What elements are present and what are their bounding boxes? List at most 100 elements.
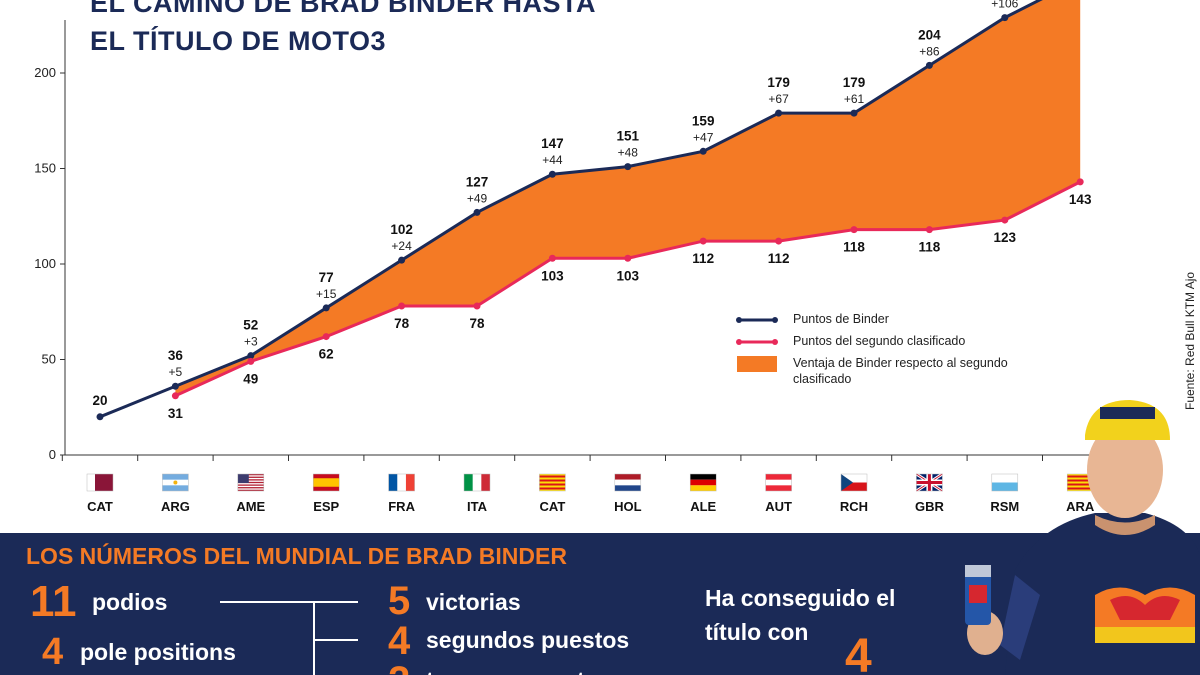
second-point	[850, 226, 858, 234]
connector-line-vertical	[313, 601, 315, 675]
rider-photo	[965, 400, 1200, 675]
binder-value-label: 147	[541, 136, 564, 151]
argentina-flag-icon	[162, 473, 189, 492]
catalonia-flag-icon	[539, 473, 566, 492]
y-tick-label: 0	[49, 447, 56, 462]
category-label: ITA	[467, 499, 488, 514]
second-point	[247, 357, 255, 365]
usa-flag-icon	[237, 473, 265, 492]
advantage-area-layer	[175, 0, 1081, 396]
lead-label: +48	[618, 146, 639, 160]
lead-label: +3	[244, 335, 258, 349]
second-point	[322, 333, 330, 341]
terceros-label: terceros puestos	[426, 667, 611, 675]
segundos-number: 4	[388, 619, 411, 663]
binder-value-label: 102	[390, 222, 413, 237]
binder-point	[473, 208, 481, 216]
binder-point	[548, 170, 556, 178]
lead-label: +49	[467, 191, 488, 205]
france-flag-icon	[388, 473, 415, 492]
y-tick-label: 50	[42, 352, 56, 367]
category-label: GBR	[915, 499, 945, 514]
legend-label-second: Puntos del segundo clasificado	[793, 334, 966, 348]
second-point	[925, 226, 933, 234]
binder-point	[322, 304, 330, 312]
binder-point	[247, 352, 255, 360]
category-label: ALE	[690, 499, 716, 514]
stats-title: LOS NÚMEROS DEL MUNDIAL DE BRAD BINDER	[26, 543, 567, 569]
second-value-label: 112	[768, 251, 790, 266]
second-value-label: 112	[692, 251, 714, 266]
legend-swatch-binder	[736, 317, 778, 323]
category-label: ARG	[161, 499, 190, 514]
qatar-flag-icon	[86, 473, 114, 492]
second-value-label: 62	[319, 347, 334, 362]
source-note: Fuente: Red Bull KTM Ajo	[1183, 271, 1197, 410]
germany-flag-icon	[689, 473, 717, 492]
binder-point	[398, 256, 406, 264]
san-marino-flag-icon	[991, 473, 1019, 492]
category-label: ARA	[1066, 499, 1095, 514]
poles-number: 4	[42, 631, 64, 673]
points-chart: 0 50 100 150 200 20 +5 36 31 +3 52 49 +15 77 62 +24 102…	[34, 0, 1119, 514]
stats-panel: LOS NÚMEROS DEL MUNDIAL DE BRAD BINDER 1…	[0, 533, 1200, 675]
second-point	[1076, 178, 1084, 186]
second-point	[398, 302, 406, 310]
second-point	[171, 392, 179, 400]
victorias-number: 5	[388, 579, 411, 623]
connector-line-middle	[313, 639, 358, 641]
austria-flag-icon	[765, 473, 792, 492]
legend-swatch-second	[736, 339, 778, 345]
category-label: FRA	[388, 499, 415, 514]
terceros-number: 2	[388, 659, 410, 675]
second-point	[699, 237, 707, 245]
second-point	[473, 302, 481, 310]
binder-point	[775, 109, 783, 117]
flags-layer: CAT ARG AME ESP FRA ITA CAT HOL ALE AUT RCH GBR RSM A…	[86, 472, 1095, 514]
second-point	[775, 237, 783, 245]
binder-line	[99, 0, 1043, 419]
legend-label-area: Ventaja de Binder respecto al segundo cl…	[793, 356, 1008, 386]
poles-label: pole positions	[80, 639, 236, 665]
series-lines-layer	[96, 0, 1084, 421]
binder-value-label: 179	[843, 75, 866, 90]
second-point	[548, 254, 556, 262]
lead-label: +67	[768, 92, 789, 106]
lead-label: +47	[693, 130, 714, 144]
lead-label: +106	[991, 0, 1018, 11]
binder-value-label: 52	[243, 318, 258, 333]
binder-value-label: 159	[692, 113, 715, 128]
advantage-area	[175, 0, 1081, 396]
titulo-text-line1: Ha conseguido el	[705, 585, 896, 611]
italy-flag-icon	[463, 473, 491, 492]
binder-point	[171, 382, 179, 390]
aragon-flag-icon	[1066, 473, 1094, 492]
victorias-label: victorias	[426, 589, 521, 615]
binder-point	[850, 109, 858, 117]
second-point	[624, 254, 632, 262]
category-label: CAT	[87, 499, 113, 514]
binder-point	[1001, 14, 1009, 22]
second-value-label: 78	[469, 316, 485, 331]
second-value-label: 103	[541, 268, 564, 283]
y-tick-label: 150	[34, 161, 56, 176]
lead-label: +86	[919, 44, 940, 58]
binder-value-label: 179	[767, 75, 790, 90]
second-value-label: 123	[994, 230, 1017, 245]
category-label: HOL	[614, 499, 642, 514]
binder-value-label: 20	[92, 393, 107, 408]
second-point	[1001, 216, 1009, 224]
binder-value-label: 127	[466, 174, 489, 189]
chart-title-line2: EL TÍTULO DE MOTO3	[90, 26, 387, 56]
legend-swatch-area	[737, 356, 777, 372]
spain-flag-icon	[312, 473, 340, 492]
netherlands-flag-icon	[614, 473, 642, 492]
uk-flag-icon	[915, 472, 944, 493]
y-tick-label: 200	[34, 65, 56, 80]
binder-point	[624, 163, 632, 171]
binder-value-label: 151	[617, 129, 640, 144]
lead-label: +61	[844, 92, 865, 106]
category-label: AUT	[765, 499, 792, 514]
category-label: RSM	[990, 499, 1019, 514]
legend-label-binder: Puntos de Binder	[793, 312, 889, 326]
